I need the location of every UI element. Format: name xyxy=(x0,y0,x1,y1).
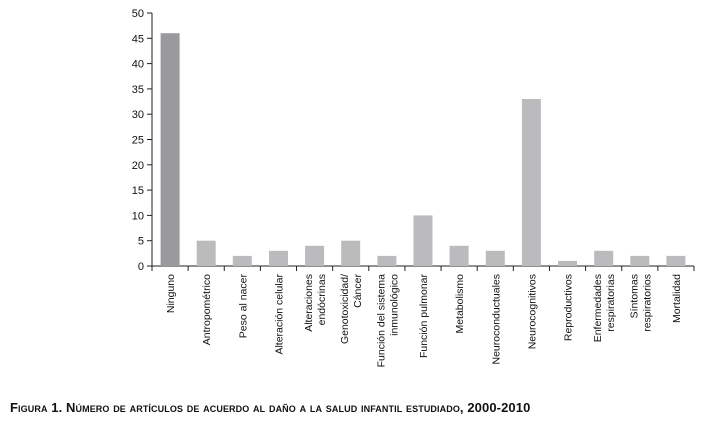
y-tick-label: 50 xyxy=(132,8,144,20)
bar-chart: 0 5 10 15 20 25 30 35 40 45 50 Ninguno Antropométric… xyxy=(132,8,695,368)
category-label: Neurocognitivos xyxy=(526,274,538,349)
bar xyxy=(196,240,216,266)
category-label: Peso al nacer xyxy=(237,274,249,339)
category-label: respiratorios xyxy=(641,274,653,332)
y-tick-label: 20 xyxy=(132,160,144,172)
category-label: inmunológico xyxy=(388,274,400,336)
y-tick-label: 35 xyxy=(132,84,144,96)
bar xyxy=(377,255,397,266)
bar xyxy=(558,260,577,266)
category-label: Antropométrico xyxy=(201,274,213,345)
y-tick-label: 5 xyxy=(138,236,144,248)
y-tick-label: 30 xyxy=(132,109,144,121)
bar xyxy=(594,250,614,266)
y-tick-label: 45 xyxy=(132,33,144,45)
y-tick-label: 0 xyxy=(138,261,144,273)
y-tick-label: 15 xyxy=(132,185,144,197)
category-label: Genotoxicidad/ xyxy=(339,274,351,344)
bar xyxy=(630,255,650,266)
figure-caption: Figura 1. Número de artículos de acuerdo… xyxy=(10,400,531,415)
y-tick-label: 40 xyxy=(132,59,144,71)
category-label: Alteraciones xyxy=(303,274,315,332)
category-label: Enfermedades xyxy=(592,274,604,342)
category-label: Metabolismo xyxy=(454,274,466,334)
bar xyxy=(305,245,325,266)
category-label: Reproductivos xyxy=(563,274,575,341)
category-label: Ninguno xyxy=(165,274,177,313)
category-label: Función del sistema xyxy=(375,274,387,368)
category-label: Cáncer xyxy=(352,274,364,308)
bar xyxy=(449,245,469,266)
category-label: respiratorias xyxy=(605,274,617,332)
category-label: Neuroconductuales xyxy=(490,274,502,364)
bar xyxy=(160,33,180,267)
category-label: Síntomas xyxy=(628,274,640,318)
y-tick-label: 10 xyxy=(132,210,144,222)
category-label: endócrinas xyxy=(316,274,328,325)
bar xyxy=(413,215,433,266)
category-label: Función pulmonar xyxy=(418,273,430,358)
bar xyxy=(232,255,252,266)
y-tick-label: 25 xyxy=(132,135,144,147)
category-label: Mortalidad xyxy=(671,274,683,323)
bar xyxy=(485,250,505,266)
category-label: Alteración celular xyxy=(274,274,286,355)
bar xyxy=(666,255,686,266)
bar xyxy=(269,250,288,266)
bar xyxy=(521,99,541,266)
bar xyxy=(341,240,361,266)
